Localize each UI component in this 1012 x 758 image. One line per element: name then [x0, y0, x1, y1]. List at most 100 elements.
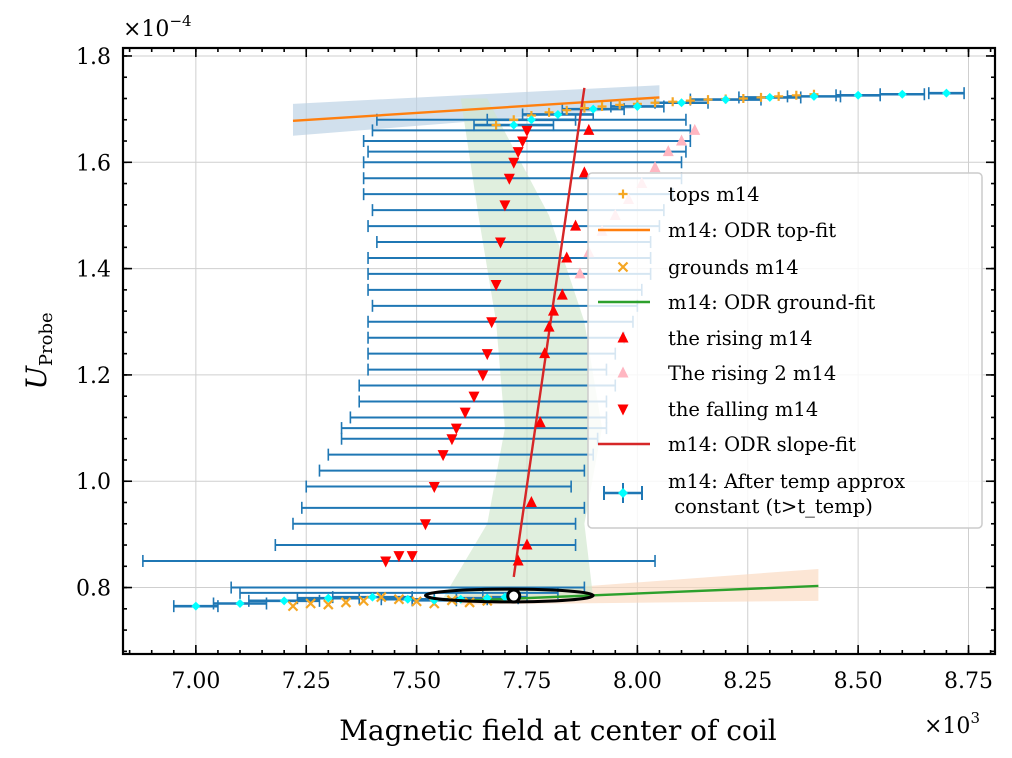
rising-point	[578, 166, 590, 178]
x-tick-label: 7.50	[392, 669, 441, 694]
x-tick-label: 7.00	[171, 669, 220, 694]
x-multiplier-base: ×10	[924, 714, 970, 739]
legend-box	[587, 172, 983, 529]
ticks	[123, 48, 995, 654]
top-point	[544, 107, 554, 117]
legend-marker	[618, 189, 628, 199]
legend-entry: m14: After temp approx constant (t>t_tem…	[603, 470, 905, 518]
y-multiplier: ×10−4	[123, 12, 192, 42]
aftertemp-point	[191, 601, 201, 611]
legend-entry: m14: ODR top-fit	[598, 219, 836, 242]
falling-point	[450, 423, 462, 435]
rising2-point	[662, 145, 674, 157]
falling-point	[508, 157, 520, 169]
legend: tops m14 m14: ODR top-fit grounds m14 m14: …	[587, 172, 983, 529]
legend-marker	[618, 488, 628, 498]
ground-point	[393, 593, 405, 605]
legend-entry: the rising m14	[617, 327, 812, 350]
falling-point	[521, 125, 533, 137]
x-tick-label: 8.00	[613, 669, 662, 694]
x-multiplier-exp: 3	[970, 709, 980, 727]
x-tick-label: 7.25	[282, 669, 331, 694]
transition-errorbar	[301, 501, 586, 514]
aftertemp-point	[765, 92, 775, 102]
aftertemp-point	[526, 115, 536, 125]
aftertemp-point	[235, 599, 245, 608]
ground-point	[287, 600, 299, 612]
x-tick-label: 7.75	[502, 669, 551, 694]
y-tick-label: 1.6	[76, 151, 111, 176]
y-tick-label: 1.2	[76, 364, 111, 389]
axes-frame	[121, 46, 997, 656]
top-point	[703, 95, 713, 105]
falling-point	[380, 556, 392, 568]
falling-point	[512, 147, 524, 159]
falling-point	[419, 519, 431, 531]
legend-entry: grounds m14	[617, 256, 799, 279]
falling-point	[481, 349, 493, 361]
falling-point	[406, 551, 418, 563]
y-axis-title-main: U	[20, 365, 53, 390]
top-point	[685, 96, 695, 106]
ellipse-center-point	[506, 588, 522, 604]
falling-point	[477, 370, 489, 382]
plot-area	[142, 85, 965, 613]
legend-label: m14: After temp approx constant (t>t_tem…	[668, 470, 905, 518]
rising-point	[561, 251, 573, 263]
rising2-point	[676, 134, 688, 146]
top-point	[615, 100, 625, 110]
top-fit-line	[292, 96, 660, 123]
aftertemp-point	[323, 593, 333, 603]
aftertemp-point	[279, 596, 289, 606]
top-point	[597, 101, 607, 111]
rising-point	[512, 554, 524, 566]
rising-point	[570, 219, 582, 231]
y-tick-label: 0.8	[76, 577, 111, 602]
aftertemp-point	[897, 89, 907, 99]
legend-label: grounds m14	[668, 256, 799, 279]
y-axis-title: UProbe	[20, 312, 57, 389]
falling-point	[499, 200, 511, 212]
x-tick-label: 8.50	[834, 669, 883, 694]
legend-marker	[617, 261, 629, 273]
legend-label: m14: ODR top-fit	[668, 219, 836, 242]
legend-label: m14: ODR ground-fit	[668, 291, 875, 314]
rising-point	[583, 123, 595, 135]
rising2-point	[649, 161, 661, 173]
ground-point	[323, 599, 334, 610]
rising2-point	[689, 123, 701, 135]
falling-point	[393, 551, 405, 563]
y-tick-label: 1.8	[76, 45, 111, 70]
y-axis-title-sub: Probe	[36, 312, 57, 366]
falling-point	[494, 237, 506, 249]
transition-errorbar	[318, 464, 586, 477]
aftertemp-point	[403, 594, 413, 604]
top-point	[579, 103, 589, 113]
legend-entry: tops m14	[618, 183, 760, 206]
ground-point	[305, 598, 316, 609]
ground-point	[340, 597, 352, 608]
top-point	[774, 91, 784, 101]
falling-point	[486, 317, 498, 329]
legend-label: the falling m14	[668, 398, 818, 421]
y-multiplier-base: ×10	[123, 17, 169, 42]
falling-point	[503, 173, 515, 185]
top-point	[650, 98, 660, 108]
x-tick-label: 8.75	[944, 669, 993, 694]
falling-point	[428, 482, 440, 494]
aftertemp-point	[721, 95, 731, 105]
y-multiplier-exp: −4	[169, 12, 191, 30]
rising-point	[534, 416, 546, 428]
y-tick-label: 1.0	[76, 470, 111, 495]
legend-entry: The rising 2 m14	[617, 362, 836, 385]
ground-point	[376, 591, 387, 603]
legend-marker	[617, 331, 629, 343]
slope-fit-line	[512, 87, 586, 578]
top-point	[738, 94, 748, 103]
falling-point	[459, 407, 471, 419]
rising-point	[521, 538, 533, 550]
legend-entry: m14: ODR slope-fit	[598, 433, 856, 456]
top-point	[668, 97, 678, 107]
aftertemp-point	[677, 98, 687, 108]
